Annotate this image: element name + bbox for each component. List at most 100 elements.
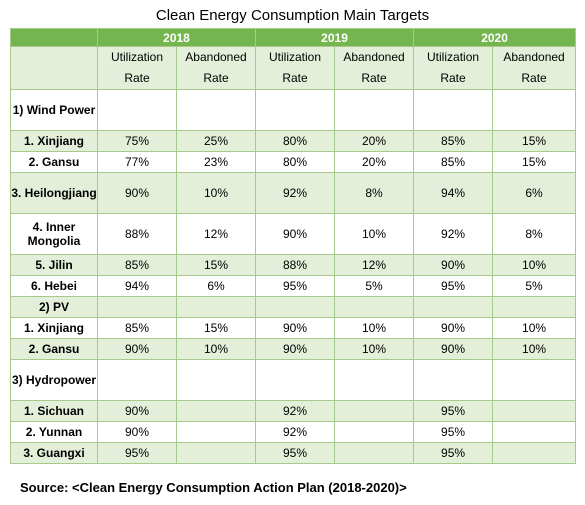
- rate-cell: 80%: [255, 130, 336, 152]
- row-label: 1) Wind Power: [10, 89, 98, 131]
- rate-cell: [334, 296, 415, 318]
- row-label: 3. Heilongjiang: [10, 172, 98, 214]
- rate-cell: 15%: [175, 317, 257, 339]
- year-header: 2019: [255, 28, 415, 47]
- rate-cell: 88%: [255, 254, 336, 276]
- row-label: 4. Inner Mongolia: [10, 213, 98, 255]
- table-row: 2. Yunnan 90% 92% 95%: [10, 421, 577, 443]
- rate-cell: 95%: [413, 442, 494, 464]
- rate-cell: 92%: [413, 213, 494, 255]
- table-row: 6. Hebei 94% 6% 95% 5% 95% 5%: [10, 275, 577, 297]
- rate-cell: [334, 359, 415, 401]
- table-row: 5. Jilin 85% 15% 88% 12% 90% 10%: [10, 254, 577, 276]
- corner-cell: [10, 28, 98, 47]
- rate-cell: 6%: [492, 172, 577, 214]
- rate-cell: 90%: [97, 338, 177, 360]
- rate-cell: 88%: [97, 213, 177, 255]
- rate-cell: 95%: [413, 400, 494, 422]
- rate-cell: 10%: [492, 338, 577, 360]
- row-label: 3. Guangxi: [10, 442, 98, 464]
- table-row: 3) Hydropower: [10, 359, 577, 401]
- rate-cell: [413, 296, 494, 318]
- rate-cell: [97, 359, 177, 401]
- rate-cell: 92%: [255, 421, 336, 443]
- rate-cell: 15%: [492, 151, 577, 173]
- rate-cell: 90%: [413, 338, 494, 360]
- rate-cell: [255, 359, 336, 401]
- empty-header-cell: [10, 46, 98, 90]
- rate-cell: [175, 296, 257, 318]
- rate-cell: 20%: [334, 151, 415, 173]
- rate-cell: 95%: [413, 275, 494, 297]
- rate-cell: [492, 359, 577, 401]
- rate-cell: 90%: [413, 317, 494, 339]
- rate-cell: 94%: [413, 172, 494, 214]
- year-header: 2020: [413, 28, 577, 47]
- row-label: 2. Gansu: [10, 338, 98, 360]
- rate-cell: 90%: [97, 421, 177, 443]
- source-note: Source: <Clean Energy Consumption Action…: [20, 480, 407, 495]
- rate-cell: 95%: [97, 442, 177, 464]
- year-header: 2018: [96, 28, 257, 47]
- rate-cell: 5%: [492, 275, 577, 297]
- row-label: 1. Sichuan: [10, 400, 98, 422]
- rate-cell: 25%: [175, 130, 257, 152]
- rate-cell: [255, 89, 336, 131]
- rate-cell: [492, 89, 577, 131]
- rate-cell: 10%: [492, 317, 577, 339]
- rate-cell: [175, 359, 257, 401]
- rate-cell: 10%: [334, 317, 415, 339]
- table-title: Clean Energy Consumption Main Targets: [155, 7, 430, 24]
- row-label: 1. Xinjiang: [10, 317, 98, 339]
- row-label: 2. Gansu: [10, 151, 98, 173]
- row-label: 2) PV: [10, 296, 98, 318]
- rate-cell: 95%: [255, 275, 336, 297]
- rate-cell: [175, 421, 257, 443]
- rate-cell: 12%: [175, 213, 257, 255]
- rate-cell: 95%: [413, 421, 494, 443]
- row-label: 3) Hydropower: [10, 359, 98, 401]
- rate-cell: 94%: [97, 275, 177, 297]
- rate-cell: 92%: [255, 400, 336, 422]
- rate-cell: [175, 442, 257, 464]
- rate-cell: [255, 296, 336, 318]
- rate-cell: 90%: [413, 254, 494, 276]
- utilization-rate-header: Utilization Rate: [255, 46, 336, 90]
- rate-cell: 10%: [175, 338, 257, 360]
- rate-cell: 90%: [97, 172, 177, 214]
- rate-cell: [175, 400, 257, 422]
- rate-cell: 85%: [97, 254, 177, 276]
- rate-cell: 5%: [334, 275, 415, 297]
- table-row: 1. Xinjiang 85% 15% 90% 10% 90% 10%: [10, 317, 577, 339]
- rate-cell: 77%: [97, 151, 177, 173]
- rate-cell: [334, 400, 415, 422]
- rate-cell: [413, 359, 494, 401]
- abandoned-rate-header: Abandoned Rate: [175, 46, 257, 90]
- rate-cell: 85%: [413, 151, 494, 173]
- year-header-row: 2018 2019 2020: [10, 28, 577, 47]
- table-row: 2) PV: [10, 296, 577, 318]
- rate-cell: [492, 400, 577, 422]
- table-row: 2. Gansu 90% 10% 90% 10% 90% 10%: [10, 338, 577, 360]
- rate-cell: [492, 421, 577, 443]
- rate-cell: [334, 421, 415, 443]
- rate-cell: [334, 442, 415, 464]
- table-row: 1. Sichuan 90% 92% 95%: [10, 400, 577, 422]
- row-label: 2. Yunnan: [10, 421, 98, 443]
- targets-table: 2018 2019 2020 Utilization Rate Abandone…: [10, 28, 577, 464]
- rate-cell: [492, 442, 577, 464]
- rate-cell: 10%: [175, 172, 257, 214]
- rate-cell: 85%: [413, 130, 494, 152]
- rate-cell: 12%: [334, 254, 415, 276]
- rate-header-row: Utilization Rate Abandoned Rate Utilizat…: [10, 46, 577, 90]
- rate-cell: [413, 89, 494, 131]
- rate-cell: 90%: [97, 400, 177, 422]
- rate-cell: 80%: [255, 151, 336, 173]
- row-label: 6. Hebei: [10, 275, 98, 297]
- rate-cell: 23%: [175, 151, 257, 173]
- rate-cell: [492, 296, 577, 318]
- row-label: 5. Jilin: [10, 254, 98, 276]
- abandoned-rate-header: Abandoned Rate: [492, 46, 577, 90]
- utilization-rate-header: Utilization Rate: [413, 46, 494, 90]
- rate-cell: [175, 89, 257, 131]
